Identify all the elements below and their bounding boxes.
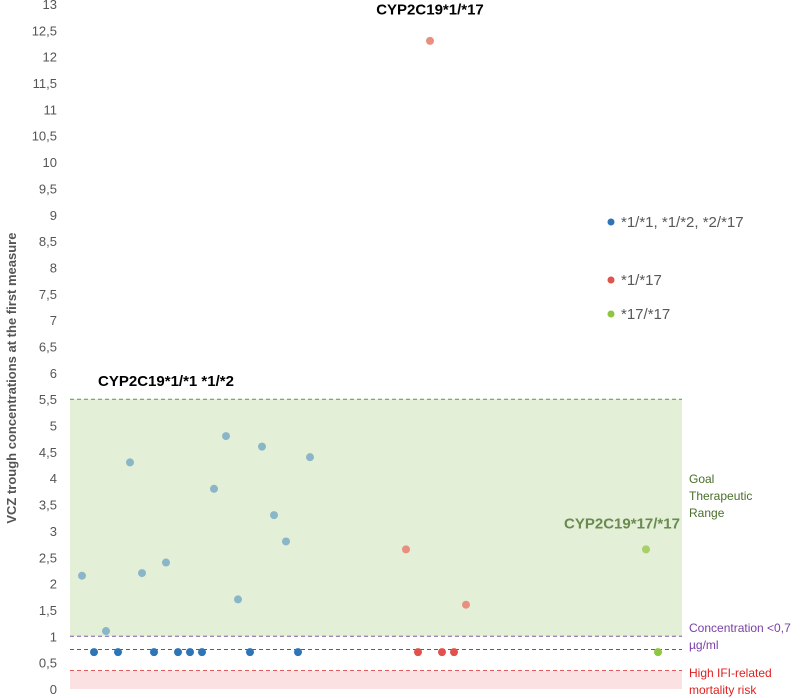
y-tick-label: 4: [50, 471, 57, 486]
y-tick-label: 3: [50, 524, 57, 539]
range-label: Range: [689, 506, 725, 520]
data-point: [654, 648, 662, 657]
data-point: [642, 545, 650, 554]
data-point: [414, 648, 422, 657]
y-tick-label: 12,5: [32, 23, 57, 38]
data-point: [426, 36, 434, 45]
annotations: CYP2C19*1/*17 CYP2C19*1/*1 *1/*2 CYP2C19*1…: [98, 2, 680, 533]
data-point: [186, 648, 194, 657]
annotation-label: CYP2C19*1/*1 *1/*2: [98, 373, 234, 390]
data-point: [234, 595, 242, 604]
legend-label: *1/*17: [621, 272, 662, 289]
y-tick-label: 9: [50, 208, 57, 223]
data-point: [150, 648, 158, 657]
legend-marker: [607, 276, 615, 284]
data-point: [126, 458, 134, 467]
band-0: [70, 399, 682, 637]
y-tick-label: 8: [50, 260, 57, 275]
data-point: [282, 537, 290, 546]
data-point: [402, 545, 410, 554]
reference-lines: [70, 398, 682, 672]
data-point: [258, 442, 266, 451]
data-point: [222, 432, 230, 441]
data-point: [198, 648, 206, 657]
y-tick-label: 1,5: [39, 603, 57, 618]
y-tick-label: 8,5: [39, 234, 57, 249]
legend: *1/*1, *1/*2, *2/*17 *1/*17 *17/*17: [607, 214, 744, 323]
data-point: [102, 627, 110, 636]
data-point: [174, 648, 182, 657]
y-tick-label: 11,5: [33, 76, 57, 91]
y-tick-label: 1: [50, 629, 57, 644]
y-tick-label: 2: [50, 577, 57, 592]
y-tick-label: 2,5: [39, 550, 57, 565]
y-tick-label: 7: [50, 313, 57, 328]
range-label: High IFI-related: [689, 666, 772, 680]
y-tick-label: 10: [43, 155, 57, 170]
legend-label: *17/*17: [621, 306, 670, 323]
data-point: [450, 648, 458, 657]
y-tick-label: 3,5: [39, 498, 57, 513]
y-tick-label: 11: [44, 102, 58, 117]
data-point: [438, 648, 446, 657]
y-tick-label: 13: [43, 0, 57, 12]
data-point: [306, 453, 314, 462]
legend-label: *1/*1, *1/*2, *2/*17: [621, 214, 744, 231]
range-label: Concentration <0,7: [689, 621, 791, 635]
y-tick-label: 12: [43, 50, 57, 65]
data-point: [270, 511, 278, 520]
y-tick-label: 0,5: [39, 656, 57, 671]
y-tick-label: 5,5: [39, 392, 57, 407]
data-point: [138, 569, 146, 578]
annotation-label: CYP2C19*1/*17: [376, 2, 484, 19]
y-tick-label: 5: [50, 419, 57, 434]
data-point: [246, 648, 254, 657]
y-tick-label: 7,5: [39, 287, 57, 302]
data-point: [162, 558, 170, 567]
y-axis-label: VCZ trough concentrations at the first m…: [4, 233, 19, 524]
y-tick-label: 6: [50, 366, 57, 381]
range-label: Therapeutic: [689, 489, 752, 503]
data-point: [114, 648, 122, 657]
data-point: [78, 571, 86, 580]
y-axis: 00,511,522,533,544,555,566,577,588,599,5…: [32, 0, 57, 697]
y-tick-label: 4,5: [39, 445, 57, 460]
range-label: Goal: [689, 472, 714, 486]
band-1: [70, 670, 682, 689]
legend-marker: [607, 310, 615, 318]
background-bands: [70, 399, 682, 689]
data-point: [210, 484, 218, 493]
legend-marker: [607, 218, 615, 226]
data-point: [462, 600, 470, 609]
y-tick-label: 9,5: [39, 181, 57, 196]
data-points: [78, 36, 662, 657]
y-tick-label: 6,5: [39, 340, 57, 355]
y-tick-label: 0: [50, 682, 57, 697]
range-labels: Goal Therapeutic Range Concentration <0,7 µg…: [689, 472, 791, 697]
data-point: [294, 648, 302, 657]
y-tick-label: 10,5: [32, 129, 57, 144]
annotation-label: CYP2C19*17/*17: [564, 515, 680, 532]
range-label: mortality risk: [689, 683, 757, 697]
data-point: [90, 648, 98, 657]
range-label: µg/ml: [689, 638, 719, 652]
